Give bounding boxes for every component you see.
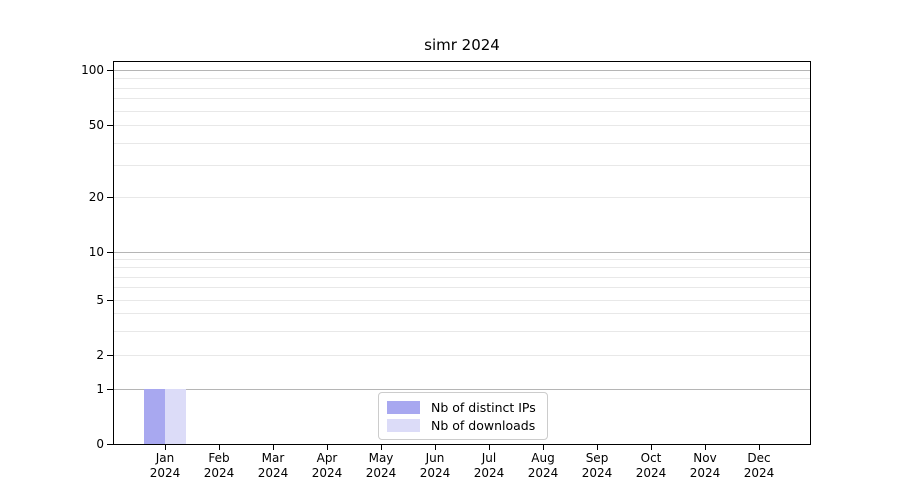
y-tick-label: 1 bbox=[96, 382, 104, 396]
x-tick-month: Nov bbox=[693, 451, 717, 465]
y-tick-mark bbox=[107, 125, 113, 127]
x-tick-label: Sep 2024 bbox=[570, 451, 624, 481]
x-tick-mark bbox=[489, 445, 491, 450]
gridline-minor bbox=[113, 300, 811, 301]
x-tick-label: Nov 2024 bbox=[678, 451, 732, 481]
x-tick-month: Dec bbox=[747, 451, 771, 465]
x-tick-year: 2024 bbox=[473, 466, 505, 480]
x-tick-mark bbox=[435, 445, 437, 450]
x-tick-mark bbox=[381, 445, 383, 450]
y-tick-label: 100 bbox=[81, 63, 104, 77]
x-tick-year: 2024 bbox=[743, 466, 775, 480]
chart-title: simr 2024 bbox=[424, 36, 500, 54]
legend-color-swatch-icon bbox=[387, 400, 420, 414]
x-tick-month: Sep bbox=[585, 451, 609, 465]
gridline-minor bbox=[113, 313, 811, 315]
x-tick-month: Aug bbox=[531, 451, 555, 465]
gridline-major bbox=[113, 252, 811, 253]
y-tick-mark bbox=[107, 197, 113, 199]
x-tick-label: May 2024 bbox=[354, 451, 408, 481]
x-tick-year: 2024 bbox=[635, 466, 667, 480]
gridline-minor bbox=[113, 98, 811, 100]
y-tick-mark bbox=[107, 389, 113, 391]
x-tick-label: Oct 2024 bbox=[624, 451, 678, 481]
y-tick-mark bbox=[107, 252, 113, 254]
x-tick-year: 2024 bbox=[689, 466, 721, 480]
gridline-minor bbox=[113, 110, 811, 112]
x-tick-mark bbox=[705, 445, 707, 450]
x-tick-mark bbox=[543, 445, 545, 450]
legend-label: Nb of downloads bbox=[431, 417, 536, 433]
gridline-minor bbox=[113, 287, 811, 289]
gridline-minor bbox=[113, 259, 811, 261]
x-tick-mark bbox=[759, 445, 761, 450]
y-tick-mark bbox=[107, 70, 113, 72]
gridline-minor bbox=[113, 165, 811, 167]
gridline-major bbox=[113, 70, 811, 71]
x-tick-month: Mar bbox=[261, 451, 285, 465]
x-tick-mark bbox=[273, 445, 275, 450]
x-tick-month: Apr bbox=[316, 451, 338, 465]
x-tick-label: Jan 2024 bbox=[138, 451, 192, 481]
plot-area-border bbox=[113, 61, 811, 445]
x-tick-label: Jun 2024 bbox=[408, 451, 462, 481]
x-tick-mark bbox=[165, 445, 167, 450]
legend-items: Nb of distinct IPs Nb of downloads bbox=[387, 398, 536, 434]
y-tick-label: 20 bbox=[88, 190, 104, 204]
x-tick-year: 2024 bbox=[257, 466, 289, 480]
y-tick-label: 50 bbox=[88, 118, 104, 132]
gridline-minor bbox=[113, 78, 811, 80]
bar-distinct-ips bbox=[144, 389, 165, 445]
x-tick-mark bbox=[597, 445, 599, 450]
x-tick-label: Feb 2024 bbox=[192, 451, 246, 481]
gridline-minor bbox=[113, 87, 811, 89]
x-tick-month: May bbox=[368, 451, 394, 465]
y-tick-label: 5 bbox=[96, 293, 104, 307]
y-tick-mark bbox=[107, 444, 113, 446]
y-tick-label: 2 bbox=[96, 348, 104, 362]
gridline-minor bbox=[113, 197, 811, 198]
gridline-minor bbox=[113, 142, 811, 144]
x-tick-year: 2024 bbox=[311, 466, 343, 480]
legend-label: Nb of distinct IPs bbox=[431, 399, 536, 415]
y-tick-label: 0 bbox=[96, 437, 104, 451]
legend-color-swatch-icon bbox=[387, 418, 420, 432]
x-tick-month: Oct bbox=[640, 451, 662, 465]
x-tick-label: Apr 2024 bbox=[300, 451, 354, 481]
x-tick-label: Jul 2024 bbox=[462, 451, 516, 481]
gridline-minor bbox=[113, 276, 811, 278]
x-tick-mark bbox=[219, 445, 221, 450]
x-tick-year: 2024 bbox=[149, 466, 181, 480]
x-tick-mark bbox=[651, 445, 653, 450]
y-tick-mark bbox=[107, 355, 113, 357]
y-tick-mark bbox=[107, 300, 113, 302]
x-tick-year: 2024 bbox=[527, 466, 559, 480]
gridline-major bbox=[113, 389, 811, 390]
x-tick-label: Aug 2024 bbox=[516, 451, 570, 481]
legend-item: Nb of downloads bbox=[387, 416, 536, 434]
x-tick-year: 2024 bbox=[419, 466, 451, 480]
gridline-minor bbox=[113, 125, 811, 126]
y-tick-label: 10 bbox=[88, 245, 104, 259]
x-tick-month: Jan bbox=[155, 451, 175, 465]
gridline-minor bbox=[113, 267, 811, 269]
x-tick-month: Jul bbox=[481, 451, 497, 465]
x-tick-month: Feb bbox=[208, 451, 230, 465]
gridline-minor bbox=[113, 330, 811, 332]
bar-downloads bbox=[165, 389, 186, 445]
x-tick-year: 2024 bbox=[365, 466, 397, 480]
legend-item: Nb of distinct IPs bbox=[387, 398, 536, 416]
x-tick-year: 2024 bbox=[203, 466, 235, 480]
x-tick-year: 2024 bbox=[581, 466, 613, 480]
x-tick-label: Dec 2024 bbox=[732, 451, 786, 481]
x-tick-mark bbox=[327, 445, 329, 450]
legend: Nb of distinct IPs Nb of downloads bbox=[378, 392, 548, 440]
x-tick-month: Jun bbox=[425, 451, 445, 465]
gridline-minor bbox=[113, 355, 811, 356]
x-tick-label: Mar 2024 bbox=[246, 451, 300, 481]
